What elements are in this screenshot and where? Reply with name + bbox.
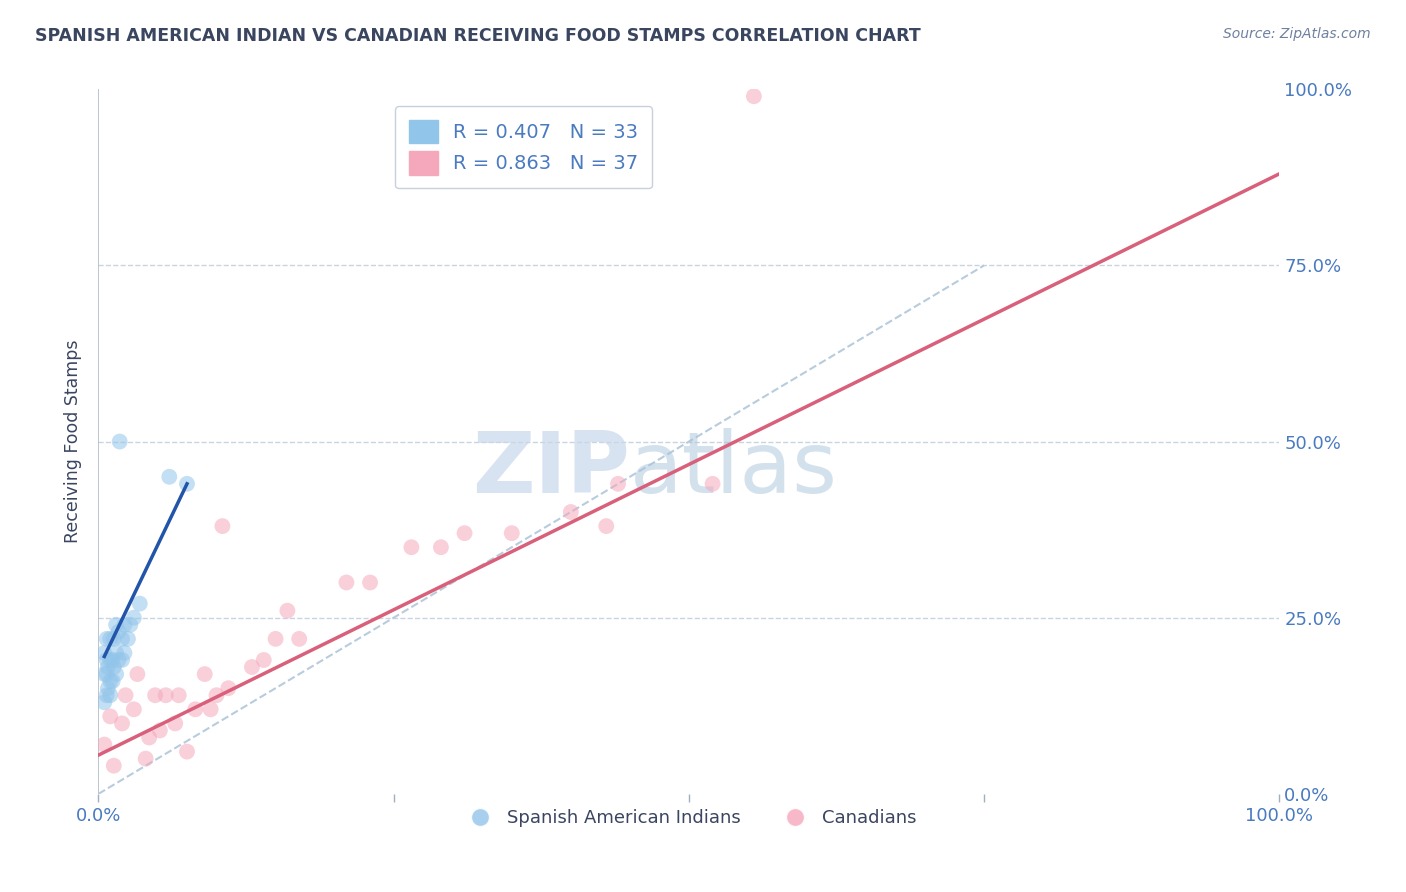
Point [128, 597, 150, 611]
Point [112, 646, 135, 660]
Point [335, 575, 357, 590]
Point [205, 688, 228, 702]
Text: SPANISH AMERICAN INDIAN VS CANADIAN RECEIVING FOOD STAMPS CORRELATION CHART: SPANISH AMERICAN INDIAN VS CANADIAN RECE… [35, 27, 921, 45]
Point [194, 667, 217, 681]
Point [103, 758, 125, 772]
Text: atlas: atlas [630, 428, 838, 511]
Point [105, 667, 128, 681]
Point [155, 688, 177, 702]
Point [98, 709, 121, 723]
Point [200, 702, 222, 716]
Point [93, 738, 115, 752]
Point [114, 688, 136, 702]
Point [96, 632, 118, 646]
Point [143, 688, 166, 702]
Point [127, 667, 149, 681]
Point [742, 89, 765, 103]
Point [359, 575, 381, 590]
Point [288, 632, 311, 646]
Point [135, 751, 157, 765]
Point [93, 695, 115, 709]
Point [501, 526, 523, 541]
Point [105, 617, 128, 632]
Point [107, 624, 129, 639]
Point [101, 653, 124, 667]
Point [120, 617, 142, 632]
Point [430, 541, 453, 555]
Point [98, 688, 121, 702]
Point [98, 653, 121, 667]
Point [122, 610, 145, 624]
Point [176, 745, 198, 759]
Point [167, 688, 190, 702]
Point [108, 434, 131, 449]
Text: ZIP: ZIP [472, 428, 630, 511]
Point [97, 681, 120, 696]
Point [112, 617, 135, 632]
Point [111, 632, 134, 646]
Point [93, 667, 115, 681]
Point [138, 731, 160, 745]
Point [117, 632, 139, 646]
Point [165, 716, 187, 731]
Point [211, 519, 233, 533]
Point [96, 688, 118, 702]
Point [453, 526, 475, 541]
Y-axis label: Receiving Food Stamps: Receiving Food Stamps [65, 340, 83, 543]
Point [184, 702, 207, 716]
Point [607, 476, 630, 491]
Point [253, 653, 276, 667]
Point [401, 541, 423, 555]
Point [240, 660, 263, 674]
Point [176, 476, 198, 491]
Point [157, 469, 180, 483]
Point [96, 667, 118, 681]
Point [93, 646, 115, 660]
Point [276, 604, 298, 618]
Point [111, 716, 134, 731]
Point [122, 702, 145, 716]
Text: Source: ZipAtlas.com: Source: ZipAtlas.com [1223, 27, 1371, 41]
Point [560, 505, 582, 519]
Point [101, 674, 124, 689]
Point [595, 519, 617, 533]
Point [103, 660, 125, 674]
Point [111, 653, 134, 667]
Point [149, 723, 172, 738]
Point [97, 660, 120, 674]
Point [702, 476, 724, 491]
Point [217, 681, 239, 696]
Point [98, 674, 121, 689]
Legend: Spanish American Indians, Canadians: Spanish American Indians, Canadians [454, 802, 924, 834]
Point [103, 632, 125, 646]
Point [96, 653, 118, 667]
Point [264, 632, 287, 646]
Point [98, 632, 121, 646]
Point [107, 653, 129, 667]
Point [105, 646, 128, 660]
